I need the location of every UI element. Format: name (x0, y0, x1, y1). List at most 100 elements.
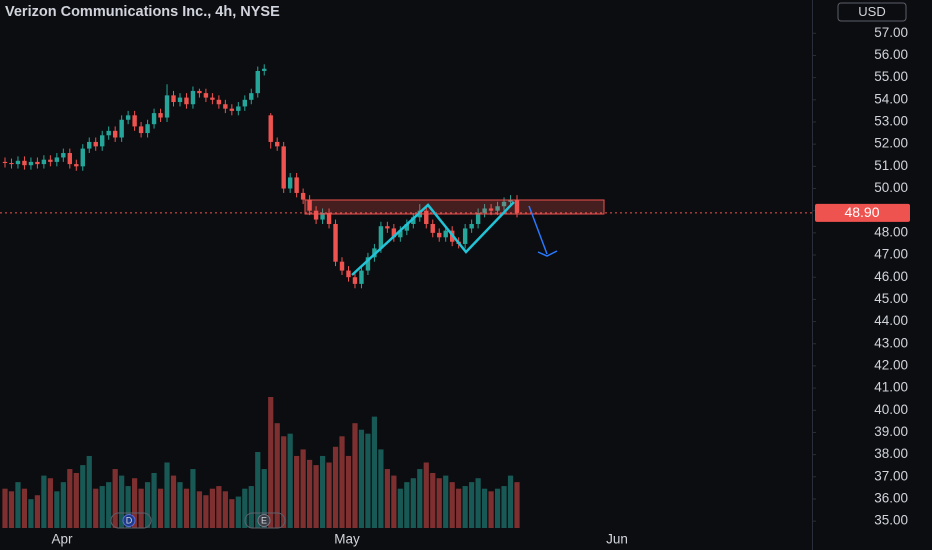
y-tick-label: 37.00 (874, 468, 908, 483)
candle-body (145, 124, 150, 134)
candle-body (398, 230, 403, 238)
candle-body (28, 161, 34, 166)
candle-body (281, 146, 286, 189)
candle-body (508, 199, 513, 202)
volume-bar (229, 499, 235, 528)
volume-bar (261, 469, 267, 528)
volume-bar (34, 495, 41, 528)
event-badge[interactable] (110, 512, 152, 529)
candle-body (326, 212, 332, 224)
volume-bar (177, 482, 183, 528)
volume-bar (469, 482, 475, 528)
candle-body (210, 97, 215, 100)
volume-bar (494, 488, 501, 528)
candle-body (138, 126, 144, 134)
volume-bar (313, 465, 319, 528)
candle-body (333, 223, 338, 262)
volume-bar (268, 397, 274, 528)
event-icon[interactable] (257, 514, 271, 527)
y-tick-label: 53.00 (874, 114, 908, 129)
candle-body (242, 99, 247, 107)
candle-layer (2, 64, 520, 289)
event-label[interactable]: E (261, 515, 267, 525)
volume-bar (47, 478, 53, 528)
y-tick-label: 57.00 (874, 25, 908, 40)
candle-body (352, 277, 358, 284)
y-tick-label: 43.00 (874, 335, 908, 350)
candle-body (151, 113, 157, 125)
candle-body (236, 106, 241, 111)
volume-bar (436, 478, 442, 528)
candle-body (106, 130, 111, 136)
currency-box[interactable] (837, 2, 907, 22)
volume-bar (501, 486, 507, 528)
volume-bar (332, 446, 339, 528)
volume-bar (404, 482, 410, 528)
volume-bar (514, 482, 520, 528)
x-tick-label: May (334, 532, 360, 547)
candle-body (339, 261, 345, 271)
candle-body (15, 160, 21, 165)
y-tick-label: 39.00 (874, 424, 908, 439)
candle-body (300, 192, 306, 200)
volume-bar (15, 482, 21, 528)
volume-bar (41, 475, 47, 528)
volume-bar (365, 433, 371, 528)
candle-body (158, 113, 163, 118)
candle-body (9, 163, 14, 165)
volume-bar (216, 486, 222, 528)
volume-bar (138, 488, 144, 528)
candle-body (411, 217, 416, 224)
candle-body (203, 93, 209, 98)
chart-title: Verizon Communications Inc., 4h, NYSE (5, 4, 280, 20)
y-tick-label: 38.00 (874, 446, 908, 461)
volume-bar (417, 469, 423, 528)
volume-bar (54, 491, 60, 528)
candle-body (255, 70, 260, 94)
candle-body (443, 230, 448, 238)
candle-body (2, 161, 8, 164)
candle-body (430, 223, 435, 233)
volume-bar (319, 455, 326, 528)
volume-bar (462, 486, 468, 528)
candle-body (35, 161, 40, 165)
volume-bar (132, 478, 138, 528)
candle-body (268, 115, 273, 142)
volume-bar (170, 475, 177, 528)
volume-bar (481, 488, 488, 528)
candle-body (100, 135, 105, 147)
candle-body (132, 115, 137, 127)
currency-label[interactable]: USD (858, 4, 885, 19)
volume-bar (242, 488, 248, 528)
last-price-label: 48.90 (844, 204, 879, 220)
candle-body (294, 177, 299, 193)
volume-bar (397, 488, 403, 528)
volume-bar (21, 488, 28, 528)
candle-body (482, 208, 487, 213)
y-tick-label: 46.00 (874, 269, 908, 284)
volume-bar (86, 455, 92, 528)
volume-bar (151, 472, 157, 528)
volume-bar (456, 488, 462, 528)
y-tick-label: 51.00 (874, 158, 908, 173)
x-tick-label: Jun (606, 532, 628, 547)
volume-layer (2, 397, 520, 528)
volume-bar (8, 491, 15, 528)
volume-bar (190, 469, 196, 528)
candle-body (190, 90, 196, 105)
volume-bar (345, 455, 352, 528)
volume-bar (248, 486, 254, 528)
event-icon[interactable] (122, 514, 136, 527)
y-tick-label: 45.00 (874, 291, 908, 306)
pattern-line (351, 201, 515, 276)
candle-body (514, 199, 520, 213)
candle-body (216, 99, 222, 105)
volume-bar (294, 455, 300, 528)
event-badge[interactable] (244, 512, 286, 529)
candle-body (125, 115, 131, 120)
volume-bar (80, 465, 86, 528)
event-label[interactable]: D (126, 515, 133, 525)
candle-body (164, 95, 170, 118)
